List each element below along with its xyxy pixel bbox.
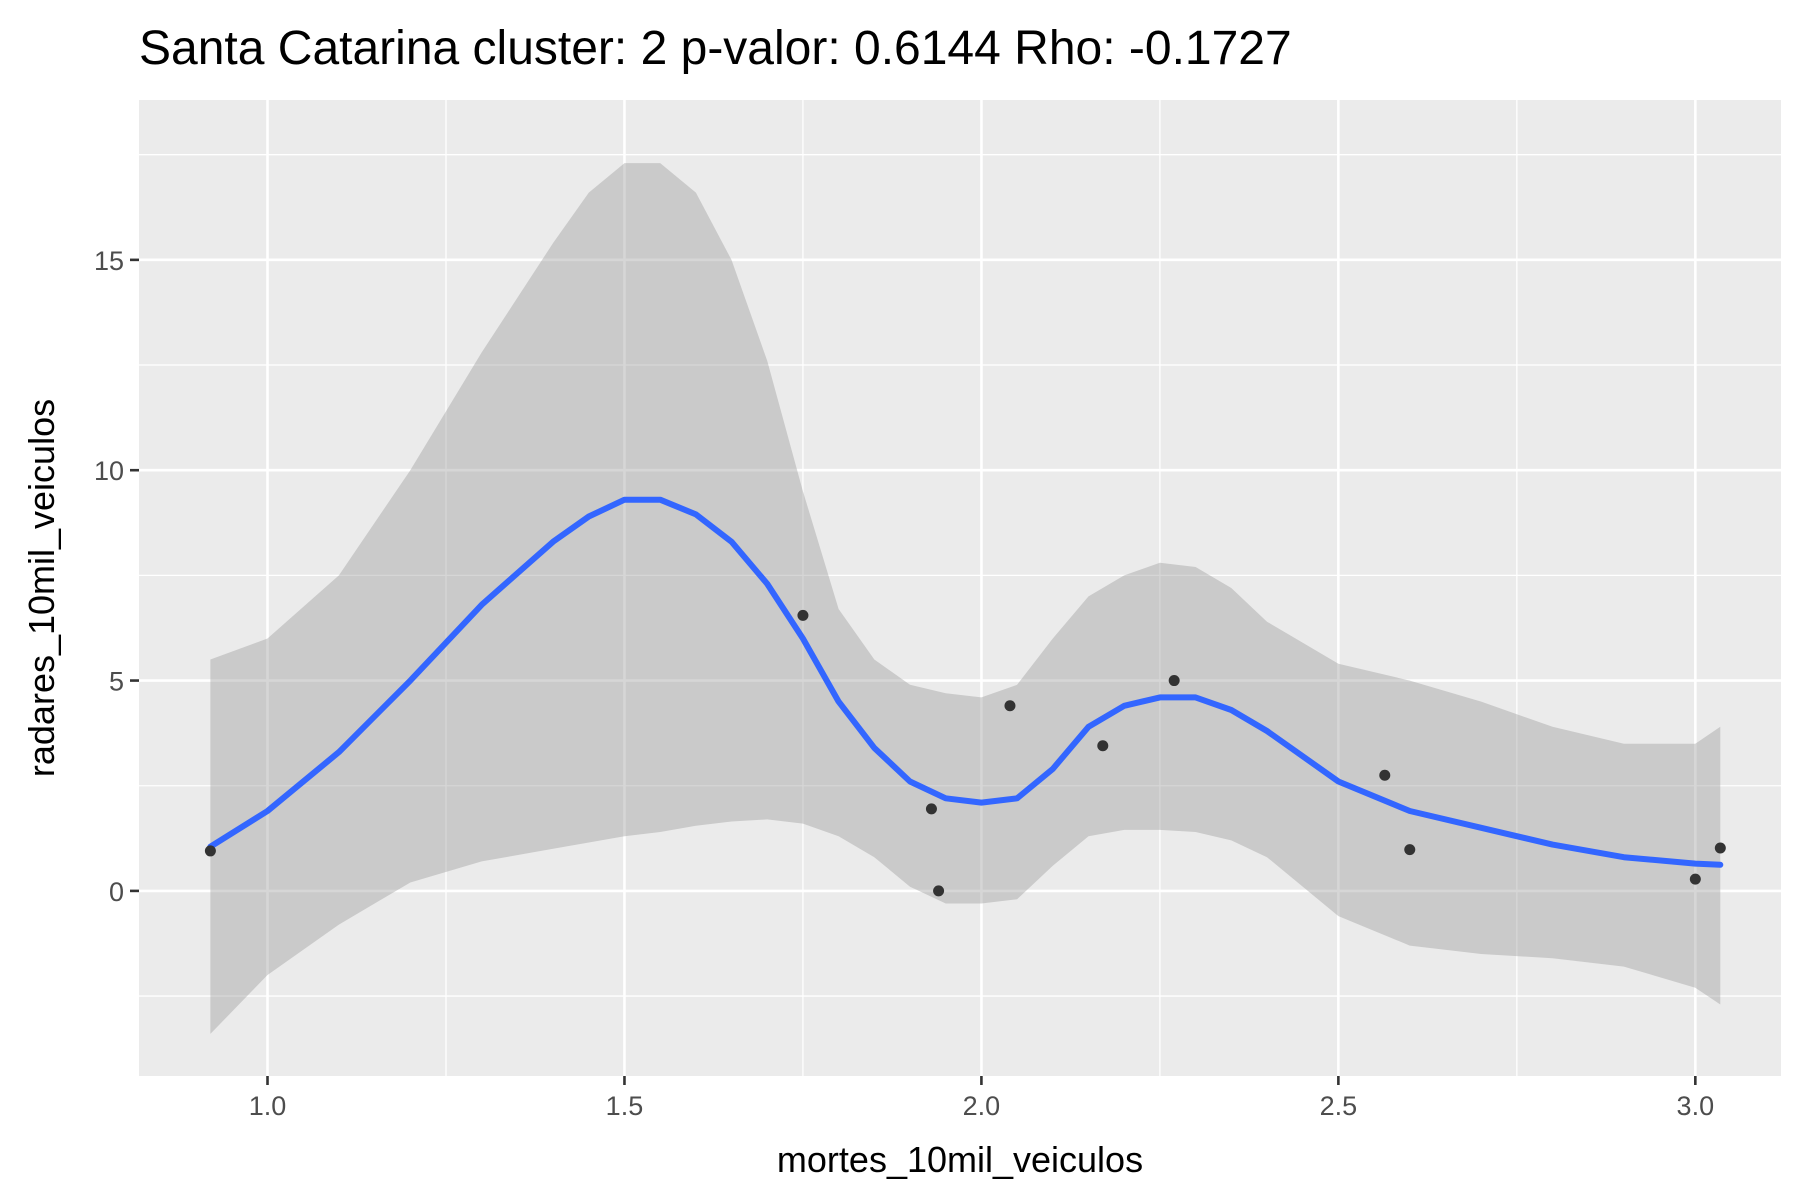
- y-axis: 0 5 10 15: [94, 246, 139, 907]
- y-axis-title: radares_10mil_veiculos: [21, 399, 62, 777]
- y-tick-label: 5: [109, 667, 124, 697]
- data-point: [933, 885, 945, 897]
- data-point: [1689, 873, 1701, 885]
- x-tick-label: 2.5: [1320, 1091, 1358, 1121]
- x-tick-label: 1.0: [249, 1091, 287, 1121]
- x-axis-title: mortes_10mil_veiculos: [777, 1139, 1143, 1180]
- x-tick-label: 3.0: [1677, 1091, 1715, 1121]
- x-tick-label: 1.5: [606, 1091, 644, 1121]
- x-axis: 1.0 1.5 2.0 2.5 3.0: [249, 1076, 1714, 1121]
- smooth-trend-line: [207, 496, 1724, 868]
- data-points: [204, 609, 1726, 897]
- confidence-band: [210, 163, 1721, 1034]
- data-point: [1168, 675, 1180, 687]
- data-point: [1004, 700, 1016, 712]
- data-point: [1714, 842, 1726, 854]
- chart-title: Santa Catarina cluster: 2 p-valor: 0.614…: [139, 22, 1292, 75]
- data-point: [1404, 844, 1416, 856]
- data-point: [1379, 769, 1391, 781]
- plot-panel: [139, 100, 1781, 1076]
- y-tick-label: 10: [94, 456, 124, 486]
- data-point: [925, 803, 937, 815]
- data-point: [797, 609, 809, 621]
- data-point: [204, 845, 216, 857]
- y-tick-label: 15: [94, 246, 124, 276]
- y-tick-label: 0: [109, 877, 124, 907]
- data-point: [1097, 740, 1109, 752]
- x-tick-label: 2.0: [963, 1091, 1001, 1121]
- minor-gridlines: [139, 100, 1781, 1076]
